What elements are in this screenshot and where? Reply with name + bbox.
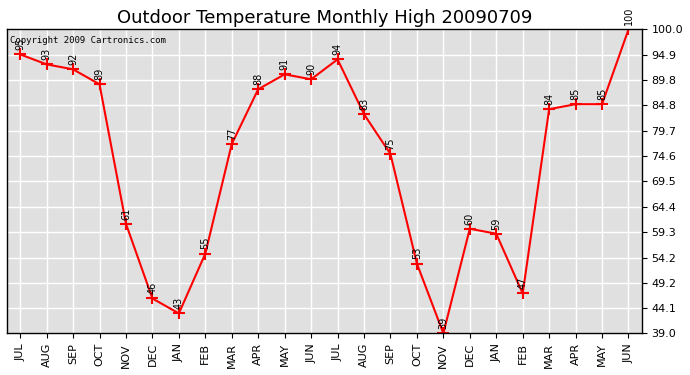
Text: 94: 94	[333, 43, 342, 55]
Text: 95: 95	[15, 38, 25, 50]
Text: 55: 55	[200, 237, 210, 249]
Text: 84: 84	[544, 93, 554, 105]
Text: 46: 46	[148, 282, 157, 294]
Text: Copyright 2009 Cartronics.com: Copyright 2009 Cartronics.com	[10, 36, 166, 45]
Text: 59: 59	[491, 217, 501, 229]
Text: 61: 61	[121, 207, 131, 220]
Title: Outdoor Temperature Monthly High 20090709: Outdoor Temperature Monthly High 2009070…	[117, 9, 532, 27]
Text: 77: 77	[227, 128, 237, 140]
Text: 60: 60	[465, 212, 475, 225]
Text: 75: 75	[386, 137, 395, 150]
Text: 100: 100	[624, 7, 633, 26]
Text: 53: 53	[412, 247, 422, 259]
Text: 39: 39	[438, 317, 449, 329]
Text: 88: 88	[253, 73, 263, 85]
Text: 89: 89	[95, 68, 104, 80]
Text: 90: 90	[306, 63, 316, 75]
Text: 93: 93	[41, 48, 52, 60]
Text: 47: 47	[518, 277, 528, 290]
Text: 91: 91	[279, 58, 290, 70]
Text: 92: 92	[68, 53, 78, 65]
Text: 85: 85	[571, 88, 580, 100]
Text: 83: 83	[359, 98, 369, 110]
Text: 85: 85	[597, 88, 607, 100]
Text: 43: 43	[174, 297, 184, 309]
